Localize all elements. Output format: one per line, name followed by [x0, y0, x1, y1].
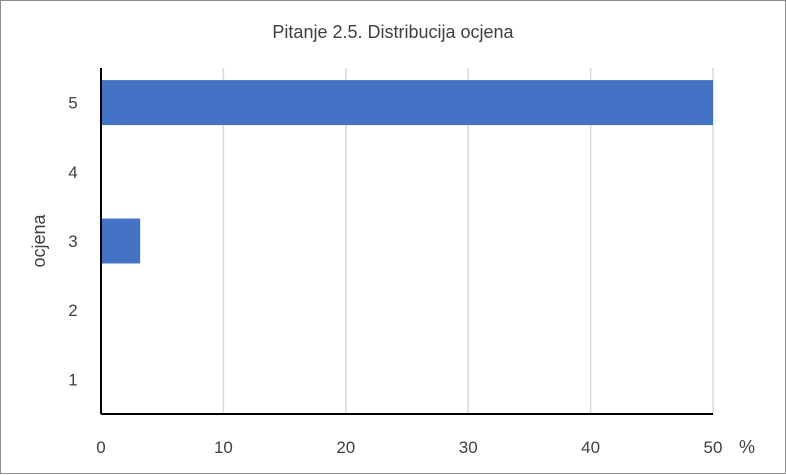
x-tick-label: 20	[336, 438, 355, 457]
x-axis-label: %	[739, 437, 755, 457]
y-tick-label: 2	[68, 301, 77, 320]
y-tick-labels: 1 2 3 4 5	[68, 94, 77, 390]
x-tick-labels: 0 10 20 30 40 50	[96, 438, 722, 457]
x-tick-label: 50	[704, 438, 723, 457]
bar-5	[101, 80, 713, 126]
bars	[101, 80, 713, 264]
bar-3	[101, 218, 141, 264]
y-tick-label: 5	[68, 94, 77, 113]
x-tick-label: 40	[581, 438, 600, 457]
x-tick-label: 0	[96, 438, 105, 457]
y-tick-label: 4	[68, 163, 77, 182]
x-tick-label: 10	[214, 438, 233, 457]
y-axis-label: ocjena	[29, 213, 49, 267]
x-tick-label: 30	[459, 438, 478, 457]
chart-title: Pitanje 2.5. Distribucija ocjena	[272, 22, 514, 42]
gridlines	[222, 68, 714, 414]
y-tick-label: 1	[68, 370, 77, 389]
y-tick-label: 3	[68, 232, 77, 251]
